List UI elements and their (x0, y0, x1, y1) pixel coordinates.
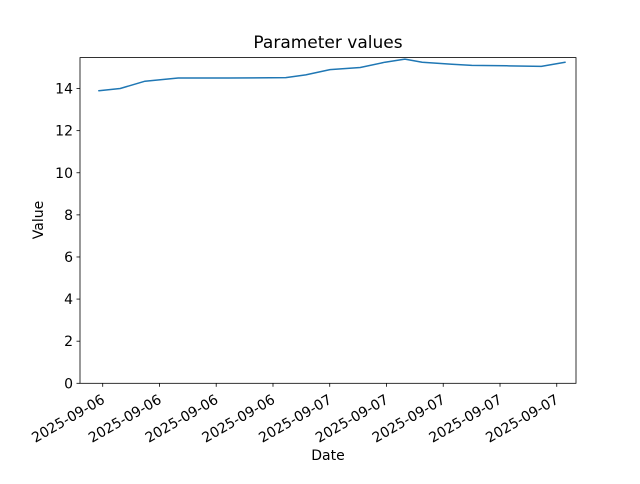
y-tick-label: 10 (55, 166, 73, 182)
y-tick-label: 4 (64, 292, 73, 308)
y-tick-label: 14 (55, 82, 73, 98)
x-axis-label: Date (311, 448, 344, 464)
y-tick-label: 2 (64, 334, 73, 350)
y-tick-label: 8 (64, 208, 73, 224)
x-axis-ticks: 2025-09-062025-09-062025-09-062025-09-06… (29, 383, 562, 446)
y-axis-label: Value (31, 201, 47, 239)
plot-area-spines (79, 57, 577, 384)
y-tick-label: 0 (64, 376, 73, 392)
chart-title: Parameter values (253, 33, 402, 53)
y-tick-label: 12 (55, 124, 73, 140)
data-line (98, 58, 566, 92)
y-axis-ticks: 0 2 4 6 8 10 12 14 (55, 82, 80, 392)
y-tick-label: 6 (64, 250, 73, 266)
